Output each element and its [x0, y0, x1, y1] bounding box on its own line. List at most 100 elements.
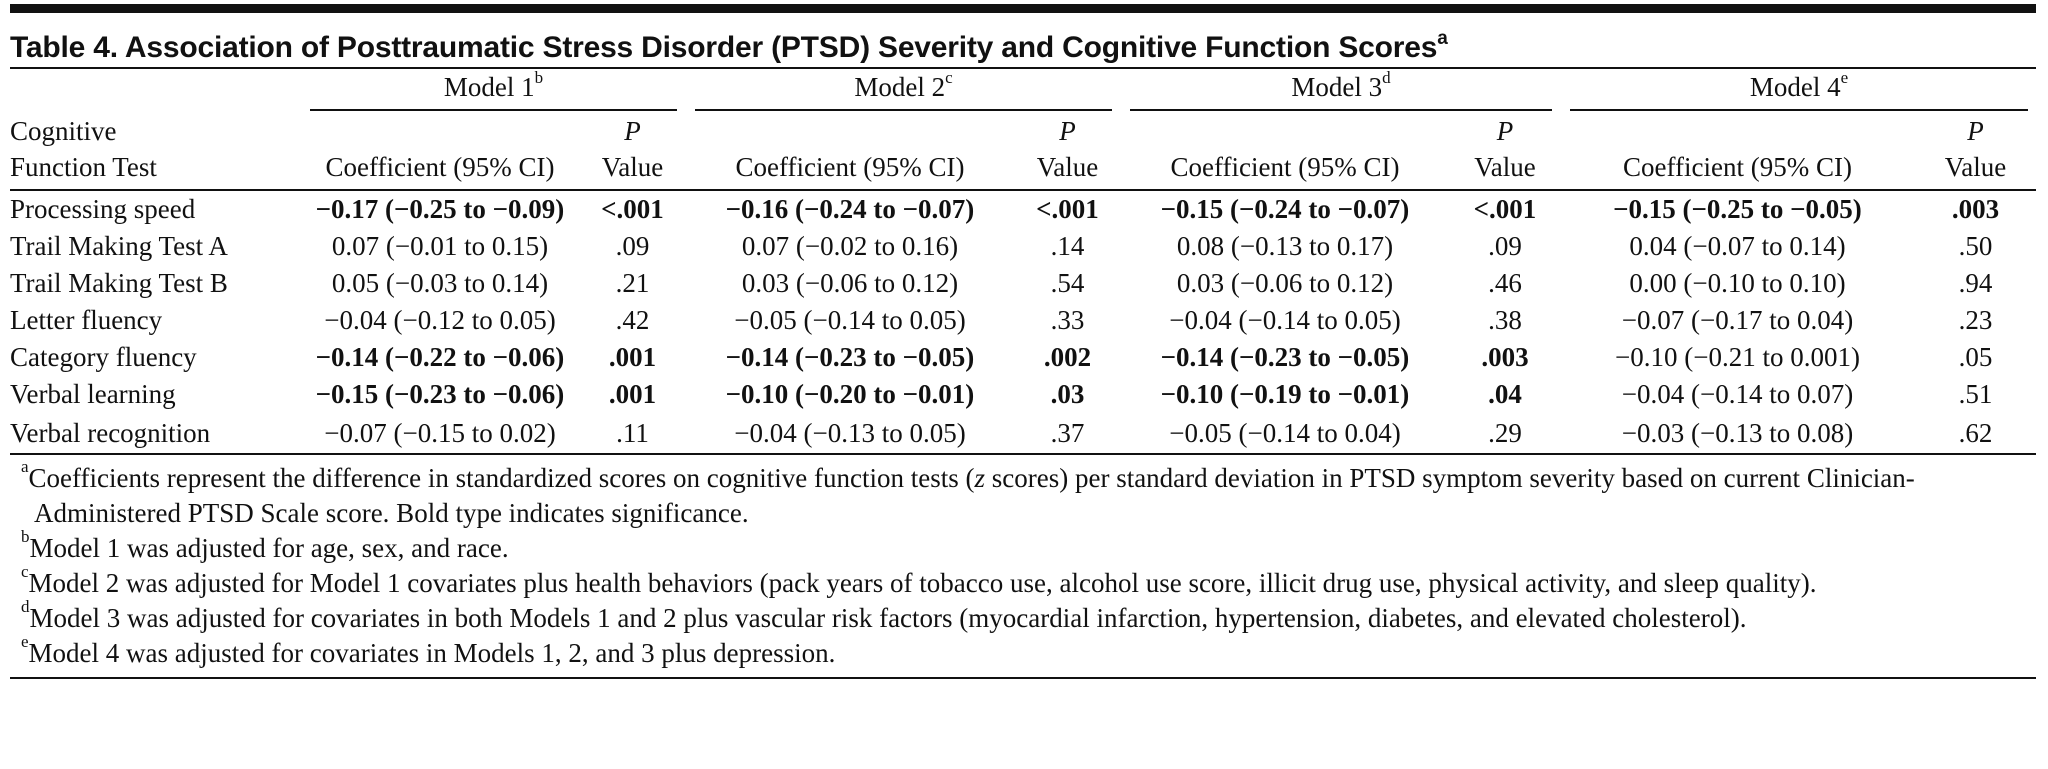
test-header-line-2: Function Test [10, 152, 157, 182]
footnote-a: aCoefficients represent the difference i… [10, 458, 2036, 531]
p-header-italic: P [1059, 116, 1076, 146]
p-value-cell: .38 [1488, 305, 1522, 335]
p-header-italic: P [624, 116, 641, 146]
model-2-label: Model 2 [854, 71, 946, 102]
p-value-cell: .46 [1488, 268, 1522, 298]
p-value-cell: .11 [616, 417, 649, 448]
coefficient-cell: −0.17 (−0.25 to −0.09) [315, 194, 565, 224]
p-value-cell: <.001 [1036, 194, 1099, 224]
footnote-c-text: Model 2 was adjusted for Model 1 covaria… [28, 568, 1817, 598]
coefficient-cell: −0.04 (−0.14 to 0.07) [1621, 379, 1854, 409]
bottom-rule [10, 677, 2036, 679]
model-4-footnote-mark: e [1840, 67, 1849, 87]
coef-header: Coefficient (95% CI) [735, 152, 965, 182]
coefficient-cell: 0.07 (−0.02 to 0.16) [741, 231, 959, 261]
test-name-cell: Verbal recognition [10, 417, 211, 448]
coefficient-cell: 0.04 (−0.07 to 0.14) [1629, 231, 1846, 261]
test-name-cell: Letter fluency [10, 305, 163, 335]
model-3-header: Model 3d [1120, 69, 1560, 113]
column-header-row: Cognitive Function Test Coefficient (95% … [10, 113, 2036, 190]
p-value-cell: .002 [1043, 342, 1092, 372]
footnotes: aCoefficients represent the difference i… [10, 455, 2036, 675]
table-title-text: Table 4. Association of Posttraumatic St… [10, 31, 1438, 64]
coefficient-cell: −0.07 (−0.15 to 0.02) [324, 417, 556, 448]
coefficient-cell: −0.10 (−0.21 to 0.001) [1615, 342, 1860, 372]
footnote-b: bModel 1 was adjusted for age, sex, and … [10, 528, 2036, 566]
p-value-cell: .42 [615, 305, 650, 335]
p-value-cell: .23 [1958, 305, 1993, 335]
p-value-cell: .05 [1958, 342, 1993, 372]
p-value-cell: .29 [1488, 417, 1522, 448]
p-header-value: Value [1474, 152, 1536, 182]
p-value-cell: .09 [615, 231, 650, 261]
table-row: Verbal recognition −0.07 (−0.15 to 0.02).… [10, 413, 2036, 454]
p-value-cell: .003 [1951, 194, 2000, 224]
coefficient-cell: −0.10 (−0.20 to −0.01) [725, 379, 975, 409]
test-name-cell: Trail Making Test B [10, 268, 228, 298]
coefficient-cell: −0.05 (−0.14 to 0.05) [734, 305, 966, 335]
footnote-c: cModel 2 was adjusted for Model 1 covari… [10, 563, 2036, 601]
p-header-italic: P [1496, 116, 1514, 146]
p-value-cell: .62 [1958, 417, 1993, 448]
model-3-footnote-mark: d [1382, 67, 1391, 87]
test-name-cell: Verbal learning [10, 379, 176, 409]
p-header-value: Value [1036, 152, 1099, 182]
p-value-cell: <.001 [1473, 194, 1537, 224]
table-row: Letter fluency −0.04 (−0.12 to 0.05) .42 −0… [10, 302, 2036, 339]
coefficient-cell: −0.14 (−0.22 to −0.06) [315, 342, 565, 372]
p-value-header: P Value [1015, 113, 1120, 190]
footnote-d-text: Model 3 was adjusted for covariates in b… [29, 603, 1747, 633]
coefficient-cell: −0.15 (−0.25 to −0.05) [1613, 194, 1862, 224]
model-1-footnote-mark: b [534, 67, 544, 87]
model-3-label: Model 3 [1291, 71, 1383, 102]
p-value-cell: .33 [1050, 305, 1085, 335]
p-value-cell: .94 [1958, 268, 1993, 298]
footnote-b-mark: b [21, 527, 30, 546]
test-name-cell: Category fluency [10, 342, 197, 372]
p-value-header: P Value [1450, 113, 1560, 190]
p-value-cell: .001 [608, 342, 657, 372]
table-row: Processing speed −0.17 (−0.25 to −0.09) <.… [10, 190, 2036, 228]
footnote-a-italic: z [974, 463, 985, 493]
footnote-a-text-2: scores) per standard deviation in PTSD s… [34, 463, 1915, 528]
footnote-d-mark: d [21, 597, 30, 616]
coefficient-cell: −0.03 (−0.13 to 0.08) [1621, 417, 1854, 448]
p-value-header: P Value [1915, 113, 2036, 190]
model-2-header: Model 2c [685, 69, 1120, 113]
footnote-e: eModel 4 was adjusted for covariates in … [10, 633, 2036, 671]
table-body: Processing speed −0.17 (−0.25 to −0.09) <.… [10, 190, 2036, 454]
coefficient-cell: −0.04 (−0.14 to 0.05) [1169, 305, 1401, 335]
coefficient-cell: −0.04 (−0.13 to 0.05) [734, 417, 966, 448]
test-column-header: Cognitive Function Test [10, 113, 300, 190]
coefficient-cell: 0.07 (−0.01 to 0.15) [331, 231, 549, 261]
coefficient-cell: −0.04 (−0.12 to 0.05) [324, 305, 556, 335]
footnote-a-mark: a [21, 457, 29, 476]
footnote-c-mark: c [21, 562, 29, 581]
coef-header: Coefficient (95% CI) [1623, 152, 1852, 182]
coefficient-cell: −0.15 (−0.24 to −0.07) [1160, 194, 1410, 224]
blank-header-cell [10, 69, 300, 113]
coefficient-cell: −0.07 (−0.17 to 0.04) [1621, 305, 1854, 335]
coef-header: Coefficient (95% CI) [1170, 152, 1400, 182]
p-value-cell: .14 [1050, 231, 1085, 261]
p-value-header: P Value [580, 113, 685, 190]
results-table: Model 1b Model 2c Model 3d Model 4e Cogn… [10, 69, 2036, 455]
table-row: Category fluency −0.14 (−0.22 to −0.06) .0… [10, 339, 2036, 376]
table-figure: Table 4. Association of Posttraumatic St… [10, 0, 2036, 679]
title-footnote-mark: a [1437, 28, 1448, 49]
p-value-cell: .03 [1050, 379, 1085, 409]
table-row: Trail Making Test A 0.07 (−0.01 to 0.15).… [10, 228, 2036, 265]
p-value-cell: .003 [1481, 342, 1529, 372]
coefficient-cell: 0.08 (−0.13 to 0.17) [1176, 231, 1394, 261]
footnote-d: dModel 3 was adjusted for covariates in … [10, 598, 2036, 636]
p-header-value: Value [1944, 152, 2007, 182]
model-1-label: Model 1 [443, 71, 535, 102]
coefficient-cell: −0.10 (−0.19 to −0.01) [1160, 379, 1410, 409]
model-1-header: Model 1b [300, 69, 685, 113]
p-value-cell: .50 [1958, 231, 1993, 261]
footnote-e-mark: e [21, 632, 29, 651]
coefficient-cell: −0.14 (−0.23 to −0.05) [1160, 342, 1410, 372]
top-rule [10, 4, 2036, 13]
coefficient-cell: 0.00 (−0.10 to 0.10) [1629, 268, 1846, 298]
p-header-italic: P [1967, 116, 1984, 146]
